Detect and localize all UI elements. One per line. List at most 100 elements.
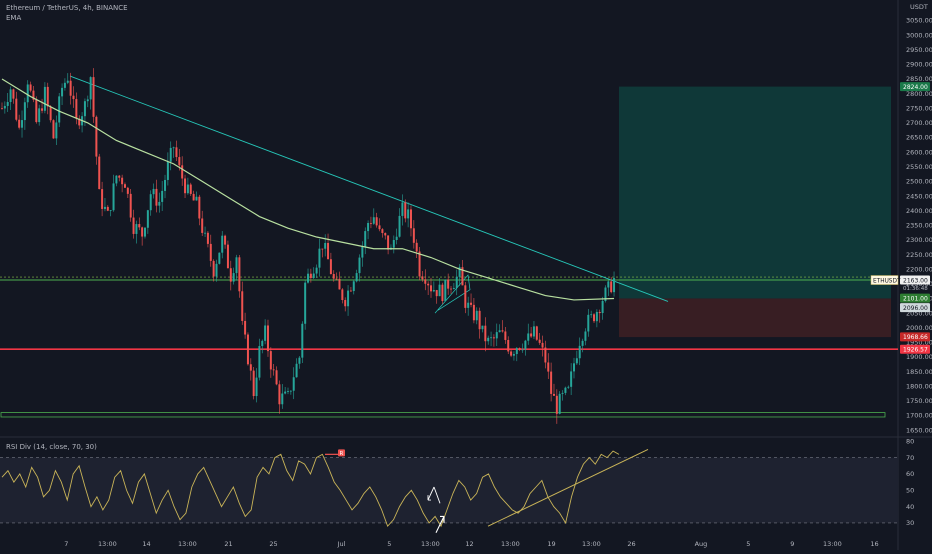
candle-body [430, 285, 432, 292]
candle-body [307, 273, 310, 283]
candle-body [409, 209, 412, 229]
candle-body [226, 244, 229, 269]
candle-body [89, 77, 92, 100]
candle-body [432, 290, 435, 292]
candle-body [315, 267, 318, 274]
candle-body [6, 102, 9, 106]
x-tick-label: 5 [746, 540, 750, 548]
candle-body [209, 243, 212, 261]
candle-body [518, 348, 521, 350]
candle-body [364, 231, 367, 247]
x-tick-label: 16 [870, 540, 878, 548]
candle-body [452, 288, 455, 290]
price-tick-label: 2400.00 [906, 207, 932, 215]
candle-body [490, 337, 493, 339]
price-tick-label: 3050.00 [906, 17, 932, 25]
candle-body [567, 386, 570, 388]
candle-body [175, 147, 178, 158]
ethusdt-label: ETHUSDT [873, 278, 901, 284]
candle-body [381, 229, 384, 234]
candle-body [23, 102, 26, 121]
candle-body [129, 193, 132, 218]
candle-body [444, 279, 447, 302]
candle-body [218, 252, 221, 264]
candle-body [401, 202, 404, 216]
candle-body [29, 84, 32, 91]
candle-body [404, 202, 407, 219]
stop-price-tag: 1968.66 [903, 334, 928, 341]
price-tick-label: 1700.00 [906, 412, 932, 420]
x-tick-label: 19 [547, 540, 555, 548]
candle-body [215, 263, 218, 277]
candle-body [244, 320, 247, 335]
wedge-lines [434, 274, 471, 314]
candle-body [261, 340, 264, 347]
candle-body [547, 362, 550, 372]
x-tick-label: 13:00 [823, 540, 842, 548]
candle-body [564, 387, 567, 393]
candle-body [123, 184, 126, 188]
price-tick-label: 2600.00 [906, 148, 932, 156]
candle-body [112, 183, 115, 211]
candle-body [341, 289, 344, 301]
candle-body [172, 147, 175, 149]
candle-body [492, 337, 495, 339]
candle-body [232, 273, 235, 282]
candle-body [15, 98, 18, 120]
x-tick-label: 5 [387, 540, 391, 548]
stop-zone [619, 298, 891, 338]
candle-body [169, 147, 172, 162]
candle-body [321, 248, 324, 250]
candle-body [109, 210, 112, 212]
support-zone [0, 412, 886, 418]
candle-body [512, 354, 515, 356]
candle-body [590, 314, 593, 316]
candle-body [146, 210, 149, 228]
candle-body [155, 188, 158, 206]
candle-body [515, 348, 518, 355]
candle-body [272, 369, 275, 371]
candle-body [49, 106, 52, 121]
candle-body [78, 118, 81, 126]
candle-body [126, 187, 129, 194]
price-tick-label: 2750.00 [906, 104, 932, 112]
candle-body [287, 391, 289, 392]
candle-body [475, 310, 478, 321]
price-tick-label: 1800.00 [906, 382, 932, 390]
price-tick-label: 2900.00 [906, 61, 932, 69]
candle-body [450, 288, 453, 290]
candle-body [161, 190, 164, 202]
candle-body [138, 224, 141, 228]
candle-body [106, 206, 109, 211]
price-tick-label: 2950.00 [906, 46, 932, 54]
candle-body [298, 357, 301, 364]
candle-body [164, 179, 167, 191]
candle-body [558, 393, 561, 414]
candle-body [447, 279, 450, 289]
candle-body [418, 251, 421, 277]
candle-body [610, 281, 613, 293]
candle-body [32, 90, 35, 100]
bull-arrow-2 [435, 515, 445, 533]
candle-body [158, 201, 161, 206]
x-tick-label: 26 [627, 540, 635, 548]
candle-body [441, 284, 444, 302]
candle-body [347, 290, 350, 307]
candle-body [607, 281, 610, 288]
price-tick-label: 2450.00 [906, 192, 932, 200]
candle-body [241, 291, 244, 321]
candle-body [12, 89, 15, 99]
candle-body [570, 371, 573, 387]
candle-body [264, 325, 267, 341]
candle-body [152, 188, 155, 195]
candle-body [249, 364, 252, 371]
candle-body [355, 273, 358, 282]
candle-body [369, 223, 372, 224]
candle-body [372, 217, 375, 224]
x-tick-label: 9 [790, 540, 794, 548]
candle-body [544, 347, 547, 363]
countdown-label: 01:36:48 [903, 286, 928, 292]
candle-body [521, 349, 524, 351]
